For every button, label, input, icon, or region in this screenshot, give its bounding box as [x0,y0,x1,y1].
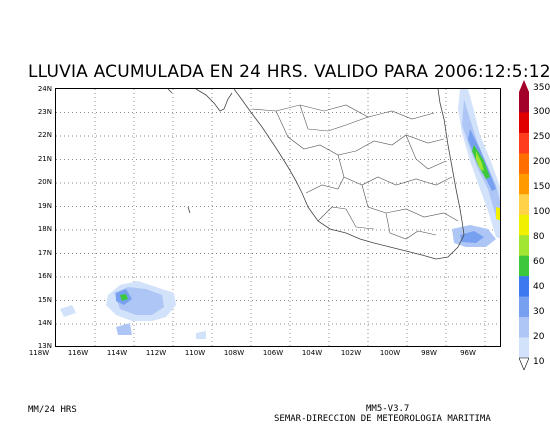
lon-label: 114W [106,349,128,357]
lat-label: 19N [37,202,52,210]
legend-swatch [519,132,529,154]
coastline [167,89,465,260]
units-label: MM/24 HRS [28,405,77,415]
lon-label: 106W [262,349,284,357]
map-canvas [56,89,500,346]
lat-label: 24N [37,85,52,93]
legend-label: 40 [533,282,545,292]
legend-label: 80 [533,232,545,242]
color-scale-bar [519,80,529,370]
lat-label: 13N [37,342,52,350]
legend-label: 300 [533,107,550,117]
lat-label: 18N [37,225,52,233]
legend-swatch [519,214,529,236]
legend-label: 250 [533,132,550,142]
map-panel [55,88,501,347]
legend-label: 100 [533,207,550,217]
lon-label: 102W [340,349,362,357]
legend-swatch [519,255,529,277]
lon-label: 118W [28,349,50,357]
legend-label: 350 [533,83,550,93]
lat-label: 20N [37,178,52,186]
legend-swatch [519,276,529,297]
lon-label: 98W [421,349,437,357]
legend-label: 150 [533,182,550,192]
lat-label: 17N [37,249,52,257]
legend-label: 30 [533,307,545,317]
legend-swatch [519,173,529,195]
lat-label: 16N [37,272,52,280]
lon-label: 100W [379,349,401,357]
lon-label: 104W [301,349,323,357]
lat-label: 15N [37,296,52,304]
map-title: LLUVIA ACUMULADA EN 24 HRS. VALIDO PARA … [28,62,550,82]
lon-label: 116W [67,349,89,357]
legend-swatch [519,194,529,216]
lat-label: 22N [37,131,52,139]
legend-swatch [519,235,529,256]
legend-swatch [519,153,529,175]
legend-arrow-top [519,80,529,92]
lon-label: 96W [460,349,476,357]
legend-label: 20 [533,332,545,342]
rainfall-shading [60,89,500,339]
legend-arrow-bottom [519,357,529,370]
legend-label: 60 [533,257,545,267]
legend-label: 10 [533,357,545,367]
lat-label: 14N [37,319,52,327]
lon-label: 110W [184,349,206,357]
legend-swatch [519,92,529,113]
legend-swatch [519,296,529,318]
legend-label: 200 [533,157,550,167]
lat-label: 23N [37,108,52,116]
lon-label: 108W [223,349,245,357]
credit-label: SEMAR-DIRECCION DE METEOROLOGIA MARITIMA [274,414,491,424]
legend-swatch [519,112,529,134]
state-boundaries [251,104,459,240]
model-label: MM5-V3.7 [366,404,410,414]
lon-label: 112W [145,349,167,357]
legend-swatch [519,337,529,359]
legend-swatch [519,317,529,338]
lat-label: 21N [37,155,52,163]
